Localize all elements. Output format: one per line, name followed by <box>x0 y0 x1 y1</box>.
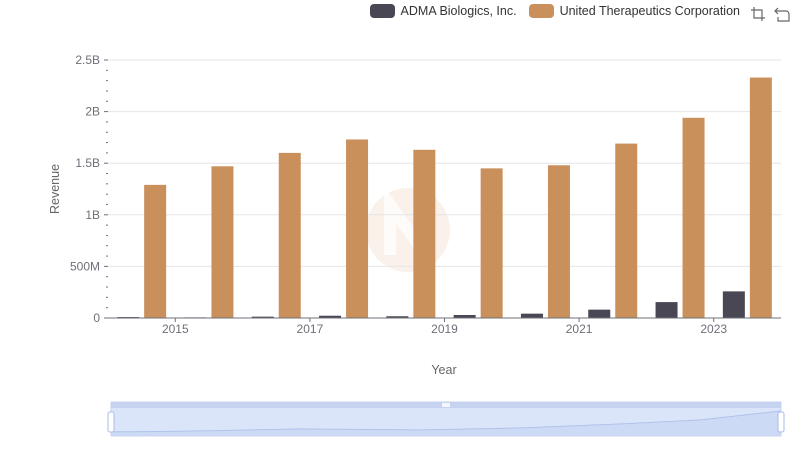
bar-adma-2016[interactable] <box>251 316 274 318</box>
y-axis-title: Revenue <box>48 164 62 214</box>
x-tick-label: 2023 <box>700 322 727 336</box>
bar-united-therapeutics-2019[interactable] <box>480 168 503 318</box>
bar-united-therapeutics-2016[interactable] <box>278 152 301 318</box>
bar-adma-2022[interactable] <box>655 302 678 318</box>
legend-swatch-adma <box>369 4 395 18</box>
legend-item-united-therapeutics[interactable]: United Therapeutics Corporation <box>528 4 740 18</box>
y-tick-label: 1.5B <box>75 156 100 170</box>
zoom-icon[interactable] <box>750 6 766 22</box>
y-tick-label: 0 <box>93 311 100 325</box>
bar-united-therapeutics-2018[interactable] <box>413 149 436 318</box>
legend-label-united-therapeutics: United Therapeutics Corporation <box>559 4 740 18</box>
legend-label-adma: ADMA Biologics, Inc. <box>400 4 517 18</box>
y-tick-label: 2B <box>85 105 100 119</box>
bar-adma-2017[interactable] <box>319 315 342 318</box>
bar-adma-2019[interactable] <box>453 315 476 318</box>
bar-adma-2018[interactable] <box>386 316 409 318</box>
y-axis: 0 500M 1B 1.5B 2B 2.5B <box>70 53 108 325</box>
x-axis-title: Year <box>431 363 456 377</box>
legend: ADMA Biologics, Inc. United Therapeutics… <box>369 4 740 18</box>
bar-adma-2023[interactable] <box>722 291 745 318</box>
legend-item-adma[interactable]: ADMA Biologics, Inc. <box>369 4 517 18</box>
grid-lines <box>108 59 781 267</box>
bar-adma-2020[interactable] <box>520 313 543 318</box>
y-tick-label: 2.5B <box>75 53 100 67</box>
bar-united-therapeutics-2020[interactable] <box>547 165 570 318</box>
bar-united-therapeutics-2021[interactable] <box>615 143 638 318</box>
bars <box>117 77 772 319</box>
zoom-series-area <box>111 411 781 436</box>
bar-united-therapeutics-2015[interactable] <box>211 166 234 318</box>
legend-swatch-united-therapeutics <box>528 4 554 18</box>
bar-united-therapeutics-2023[interactable] <box>749 77 772 318</box>
zoom-handle-left[interactable] <box>107 411 115 433</box>
x-tick-label: 2019 <box>431 322 458 336</box>
data-zoom-slider[interactable] <box>107 401 785 437</box>
x-tick-label: 2017 <box>297 322 324 336</box>
bar-united-therapeutics-2014[interactable] <box>144 184 167 318</box>
y-tick-label: 1B <box>85 208 100 222</box>
zoom-drag-handle[interactable] <box>442 403 450 407</box>
bar-united-therapeutics-2017[interactable] <box>346 139 369 318</box>
x-axis: 2015 2017 2019 2021 2023 <box>108 317 781 336</box>
bar-united-therapeutics-2022[interactable] <box>682 117 705 319</box>
bar-adma-2021[interactable] <box>588 309 611 318</box>
x-tick-label: 2015 <box>162 322 189 336</box>
restore-icon[interactable] <box>774 6 790 22</box>
y-tick-label: 500M <box>70 259 100 273</box>
x-tick-label: 2021 <box>566 322 593 336</box>
zoom-handle-right[interactable] <box>777 411 785 433</box>
toolbox <box>750 6 790 22</box>
